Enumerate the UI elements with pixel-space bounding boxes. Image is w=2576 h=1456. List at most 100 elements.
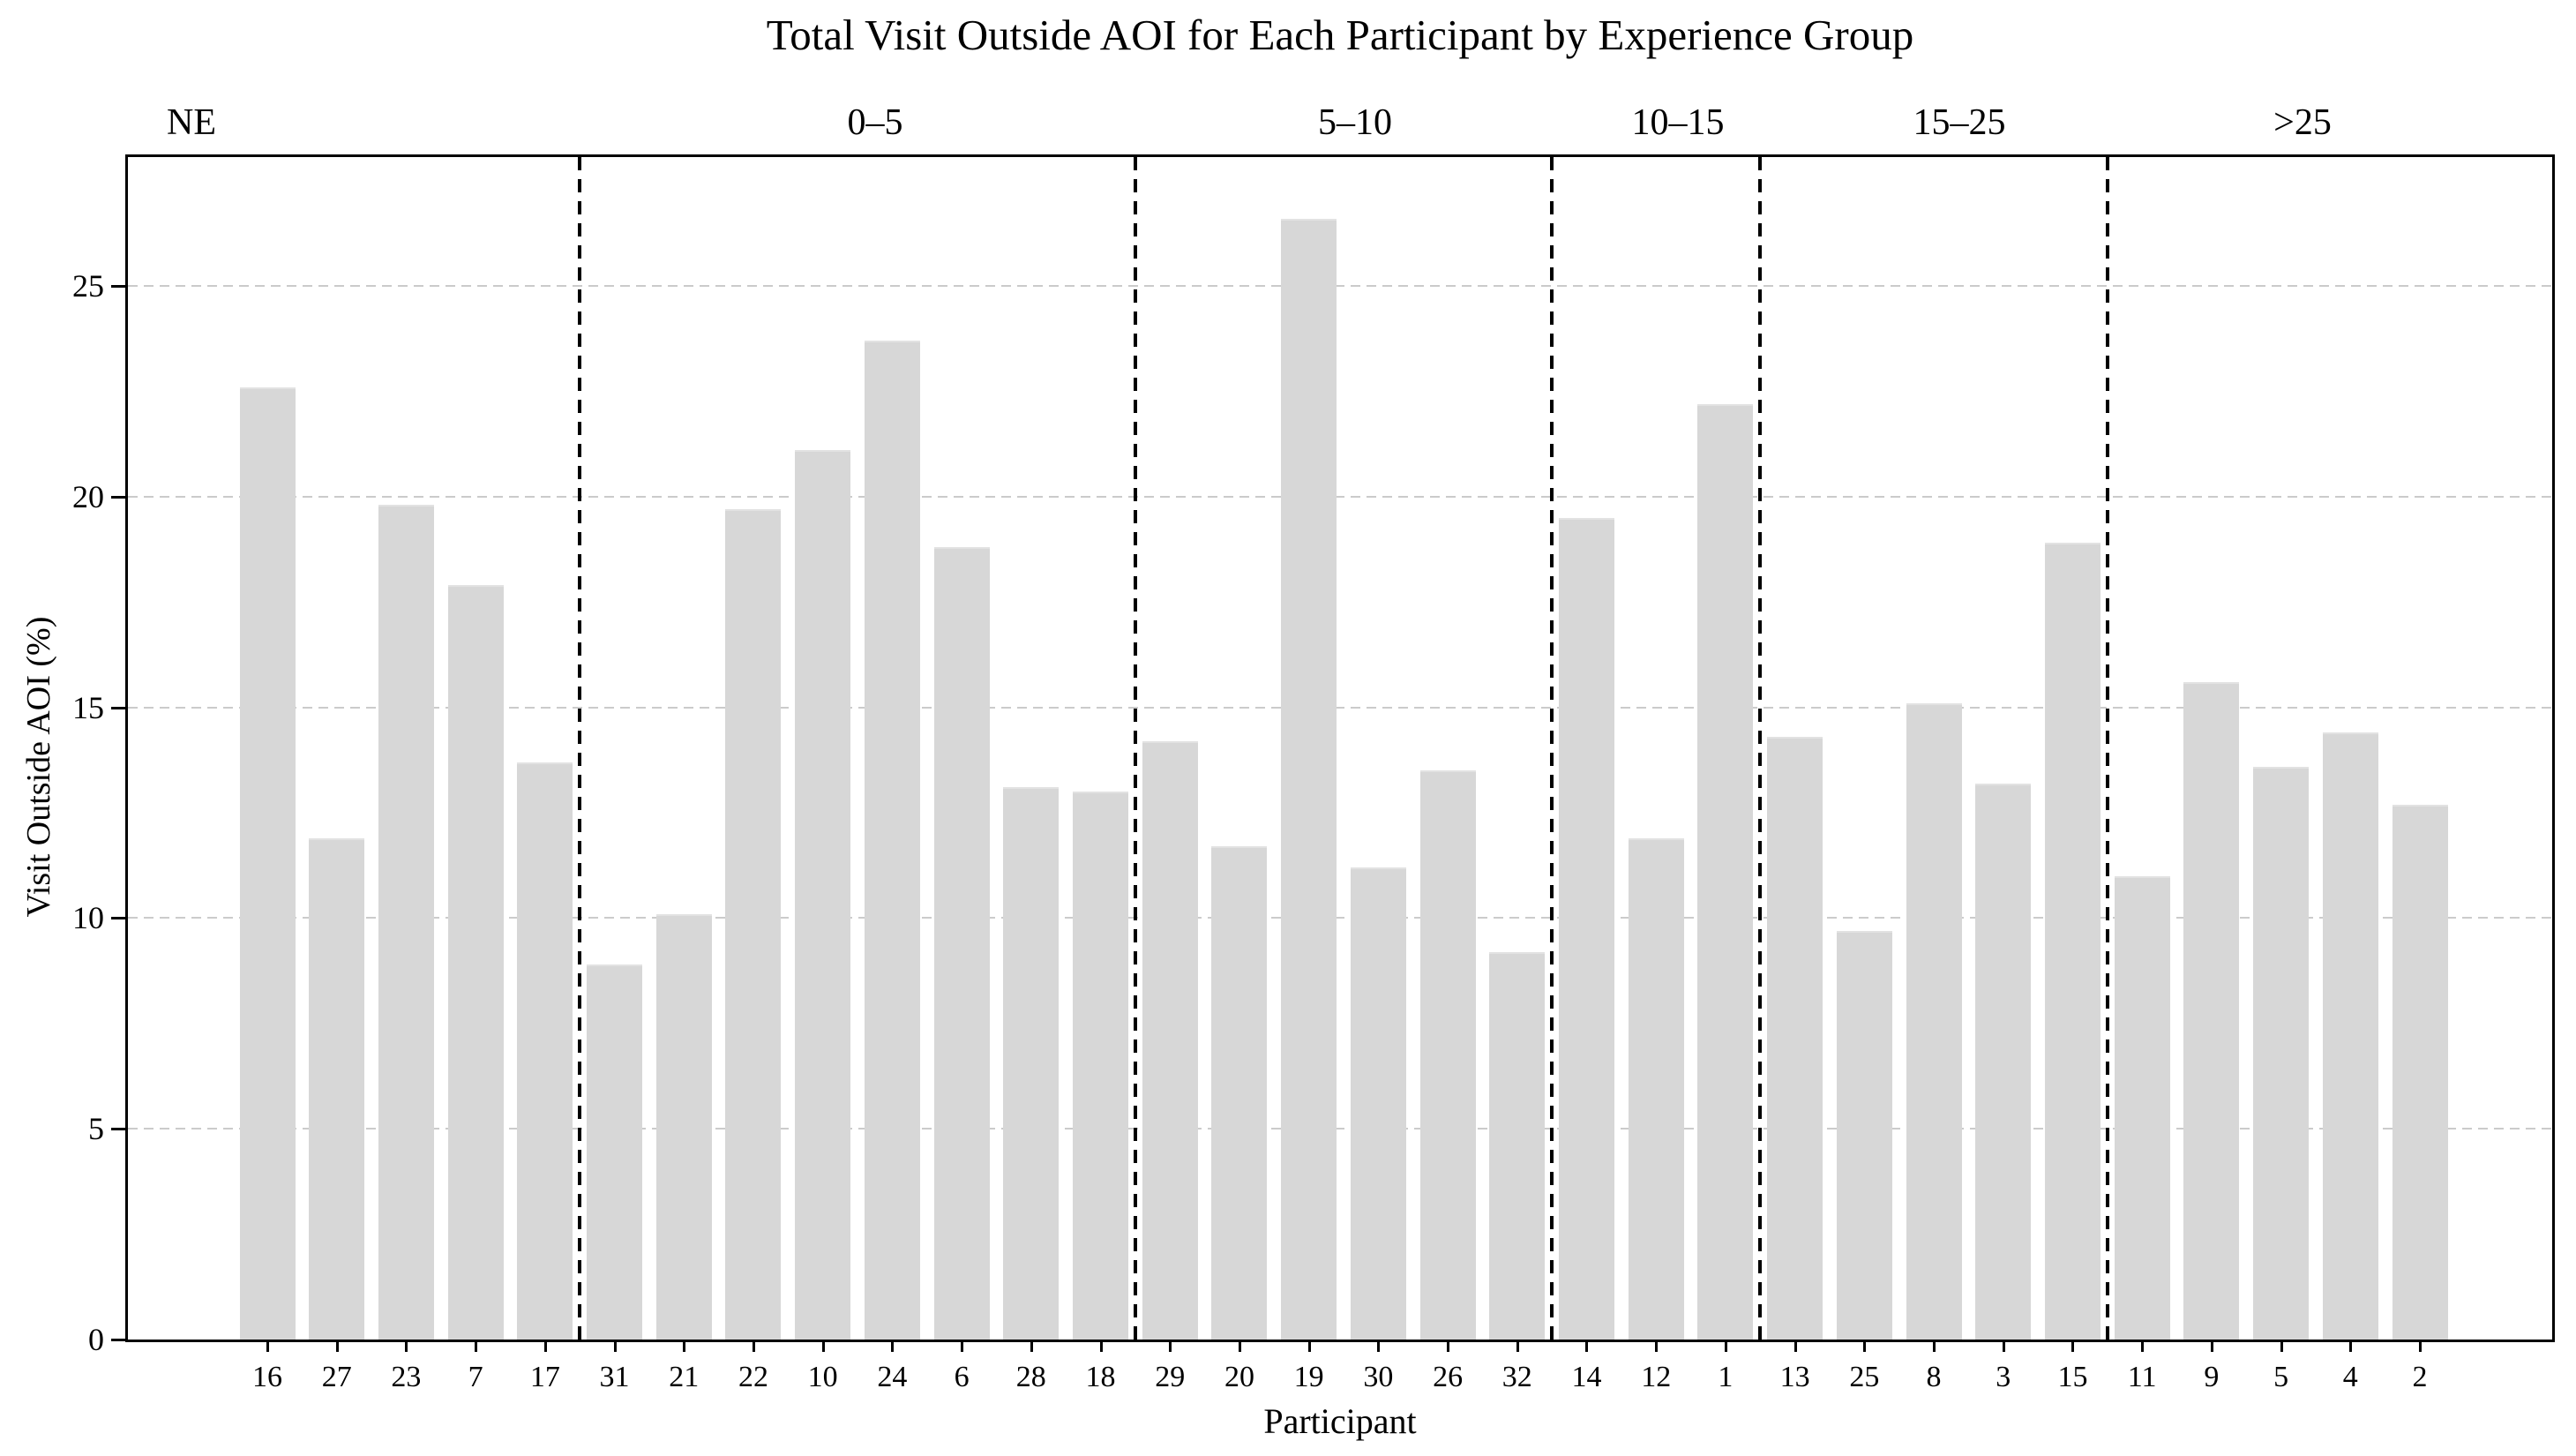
y-tick-mark-5 bbox=[111, 1128, 125, 1131]
x-tick-label-22: 22 bbox=[738, 1361, 768, 1393]
x-tick-label-1: 1 bbox=[1718, 1361, 1734, 1393]
bar-participant-20 bbox=[1211, 846, 1268, 1340]
x-tick-mark-26 bbox=[1447, 1342, 1450, 1352]
x-tick-mark-3 bbox=[2002, 1342, 2005, 1352]
y-tick-mark-10 bbox=[111, 917, 125, 920]
y-tick-label-25: 25 bbox=[72, 268, 104, 304]
chart-title: Total Visit Outside AOI for Each Partici… bbox=[766, 11, 1914, 59]
x-tick-mark-17 bbox=[543, 1342, 547, 1352]
x-tick-label-10: 10 bbox=[807, 1361, 838, 1393]
x-tick-label-5: 5 bbox=[2273, 1361, 2289, 1393]
x-tick-mark-30 bbox=[1377, 1342, 1381, 1352]
x-tick-mark-20 bbox=[1238, 1342, 1241, 1352]
x-tick-mark-2 bbox=[2419, 1342, 2422, 1352]
x-tick-label-11: 11 bbox=[2127, 1361, 2157, 1393]
x-tick-mark-9 bbox=[2210, 1342, 2213, 1352]
x-tick-mark-18 bbox=[1099, 1342, 1103, 1352]
x-tick-mark-4 bbox=[2349, 1342, 2353, 1352]
x-tick-label-24: 24 bbox=[877, 1361, 908, 1393]
x-tick-label-3: 3 bbox=[1996, 1361, 2011, 1393]
x-tick-mark-5 bbox=[2280, 1342, 2283, 1352]
group-separator-5–10 bbox=[1550, 157, 1554, 1340]
x-tick-mark-27 bbox=[335, 1342, 339, 1352]
x-tick-label-7: 7 bbox=[468, 1361, 483, 1393]
bar-participant-15 bbox=[2044, 543, 2100, 1340]
x-tick-label-16: 16 bbox=[252, 1361, 282, 1393]
x-tick-mark-22 bbox=[752, 1342, 755, 1352]
bar-participant-27 bbox=[309, 837, 365, 1340]
x-tick-mark-32 bbox=[1516, 1342, 1519, 1352]
x-tick-mark-23 bbox=[405, 1342, 408, 1352]
bar-participant-17 bbox=[517, 762, 573, 1340]
x-tick-label-28: 28 bbox=[1015, 1361, 1046, 1393]
y-tick-label-5: 5 bbox=[88, 1111, 104, 1147]
x-tick-mark-15 bbox=[2071, 1342, 2075, 1352]
x-tick-label-17: 17 bbox=[529, 1361, 560, 1393]
x-tick-mark-19 bbox=[1307, 1342, 1311, 1352]
gridline-25 bbox=[128, 285, 2552, 288]
group-label-5–10: 5–10 bbox=[1318, 102, 1392, 143]
bar-participant-18 bbox=[1073, 792, 1129, 1340]
bar-participant-16 bbox=[239, 387, 296, 1340]
x-tick-mark-28 bbox=[1030, 1342, 1033, 1352]
bar-participant-26 bbox=[1419, 770, 1476, 1340]
bar-participant-25 bbox=[1836, 930, 1892, 1340]
x-tick-mark-13 bbox=[1793, 1342, 1797, 1352]
group-separator-NE bbox=[578, 157, 582, 1340]
x-tick-label-9: 9 bbox=[2204, 1361, 2220, 1393]
bar-participant-12 bbox=[1628, 837, 1684, 1340]
bar-participant-30 bbox=[1350, 867, 1406, 1340]
x-tick-label-15: 15 bbox=[2057, 1361, 2088, 1393]
x-tick-label-25: 25 bbox=[1849, 1361, 1880, 1393]
x-tick-mark-11 bbox=[2141, 1342, 2145, 1352]
x-tick-mark-1 bbox=[1724, 1342, 1727, 1352]
group-label->25: >25 bbox=[2273, 102, 2332, 143]
x-tick-label-29: 29 bbox=[1155, 1361, 1186, 1393]
bar-participant-1 bbox=[1697, 403, 1754, 1340]
y-tick-mark-0 bbox=[111, 1339, 125, 1341]
bar-participant-19 bbox=[1281, 218, 1337, 1340]
x-tick-label-19: 19 bbox=[1293, 1361, 1324, 1393]
bar-participant-11 bbox=[2114, 875, 2170, 1340]
bar-participant-4 bbox=[2322, 732, 2378, 1340]
plot-area bbox=[125, 154, 2555, 1342]
x-tick-mark-10 bbox=[821, 1342, 825, 1352]
x-tick-mark-31 bbox=[613, 1342, 617, 1352]
x-tick-label-18: 18 bbox=[1085, 1361, 1116, 1393]
bar-participant-31 bbox=[587, 964, 643, 1340]
group-separator-10–15 bbox=[1758, 157, 1763, 1340]
gridline-20 bbox=[128, 495, 2552, 498]
x-tick-label-20: 20 bbox=[1224, 1361, 1254, 1393]
bar-participant-10 bbox=[795, 450, 851, 1340]
y-tick-mark-15 bbox=[111, 706, 125, 709]
x-tick-label-13: 13 bbox=[1779, 1361, 1810, 1393]
bar-participant-21 bbox=[655, 913, 712, 1340]
x-tick-label-32: 32 bbox=[1501, 1361, 1532, 1393]
x-tick-mark-6 bbox=[961, 1342, 964, 1352]
bar-participant-28 bbox=[1003, 787, 1060, 1340]
x-tick-label-27: 27 bbox=[321, 1361, 352, 1393]
bar-participant-9 bbox=[2183, 682, 2240, 1340]
x-tick-mark-29 bbox=[1169, 1342, 1172, 1352]
x-tick-label-6: 6 bbox=[954, 1361, 970, 1393]
bar-participant-23 bbox=[378, 505, 434, 1340]
group-label-10–15: 10–15 bbox=[1631, 102, 1725, 143]
bar-participant-3 bbox=[1975, 783, 2032, 1340]
x-tick-label-31: 31 bbox=[599, 1361, 630, 1393]
y-tick-label-20: 20 bbox=[72, 478, 104, 514]
x-tick-label-4: 4 bbox=[2342, 1361, 2358, 1393]
bar-participant-5 bbox=[2253, 766, 2310, 1340]
bar-participant-2 bbox=[2392, 804, 2448, 1340]
group-label-15–25: 15–25 bbox=[1913, 102, 2006, 143]
group-label-NE: NE bbox=[167, 102, 216, 143]
bar-participant-32 bbox=[1489, 951, 1546, 1340]
x-tick-mark-21 bbox=[683, 1342, 686, 1352]
bar-participant-22 bbox=[725, 509, 782, 1340]
y-tick-label-10: 10 bbox=[72, 900, 104, 936]
x-tick-mark-8 bbox=[1933, 1342, 1936, 1352]
y-tick-label-15: 15 bbox=[72, 689, 104, 725]
group-label-0–5: 0–5 bbox=[847, 102, 903, 143]
bar-participant-7 bbox=[447, 585, 504, 1340]
y-tick-label-0: 0 bbox=[88, 1322, 104, 1357]
